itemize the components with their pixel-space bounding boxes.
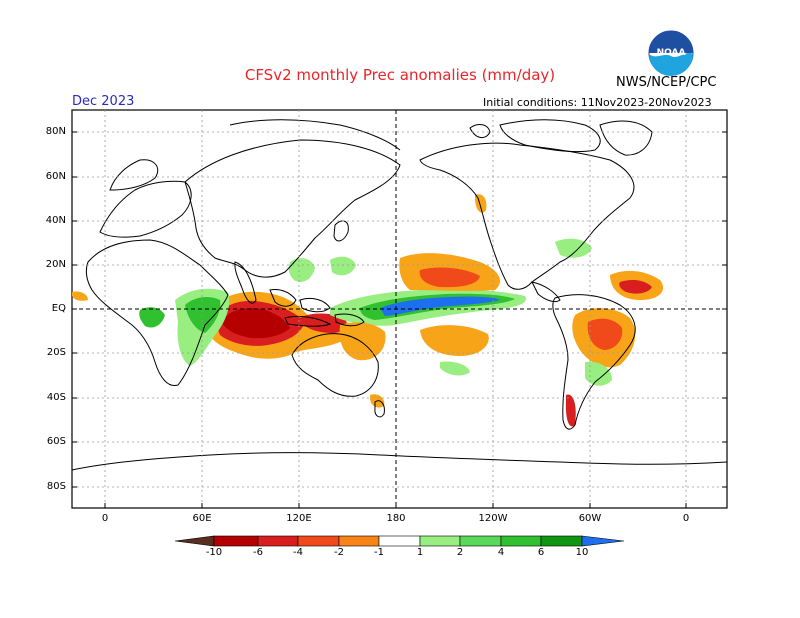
lat-label: 80S: [46, 481, 66, 492]
colorbar-box: [459, 535, 502, 547]
colorbar-box: [257, 535, 299, 547]
colorbar-box: [338, 535, 380, 547]
lat-label: 80N: [45, 126, 66, 137]
colorbar-arrow-right: [581, 535, 625, 547]
lon-label: 0: [682, 513, 690, 524]
colorbar-box: [500, 535, 542, 547]
colorbar-box: [378, 535, 421, 547]
lat-label: 60S: [46, 436, 66, 447]
gridlines: [72, 110, 727, 508]
lat-label: EQ: [51, 303, 66, 314]
tick-marks: [72, 131, 727, 508]
noaa-logo: NOAA: [648, 30, 694, 76]
colorbar-box: [213, 535, 259, 547]
colorbar-label: -2: [334, 547, 344, 558]
colorbar-label: 10: [575, 547, 589, 558]
lat-label: 20S: [46, 347, 66, 358]
lat-label: 20N: [45, 259, 66, 270]
plot-title: CFSv2 monthly Prec anomalies (mm/day): [244, 66, 556, 84]
colorbar-label: 1: [416, 547, 424, 558]
colorbar-label: -4: [293, 547, 303, 558]
colorbar-label: 4: [497, 547, 505, 558]
lon-label: 180: [386, 513, 406, 524]
colorbar-box: [297, 535, 340, 547]
colorbar-box: [540, 535, 583, 547]
colorbar-label: 2: [456, 547, 464, 558]
noaa-logo-text: NOAA: [657, 48, 686, 58]
lon-label: 60W: [578, 513, 602, 524]
lat-label: 40N: [45, 215, 66, 226]
lon-label: 120W: [478, 513, 508, 524]
reference-lines: [72, 110, 727, 508]
coastlines: [71, 119, 728, 471]
colorbar-label: -10: [205, 547, 223, 558]
lat-label: 40S: [46, 392, 66, 403]
lon-label: 120E: [286, 513, 312, 524]
colorbar-label: -6: [253, 547, 263, 558]
anomaly-shading: [72, 194, 664, 427]
colorbar-box: [419, 535, 461, 547]
initial-conditions: Initial conditions: 11Nov2023-20Nov2023: [483, 96, 712, 109]
lon-label: 0: [101, 513, 109, 524]
agency-label: NWS/NCEP/CPC: [616, 75, 717, 90]
colorbar-label: 6: [537, 547, 545, 558]
lon-label: 60E: [192, 513, 212, 524]
colorbar-arrow-left: [174, 535, 215, 547]
colorbar-label: -1: [374, 547, 384, 558]
forecast-month: Dec 2023: [72, 94, 135, 109]
lat-label: 60N: [45, 171, 66, 182]
